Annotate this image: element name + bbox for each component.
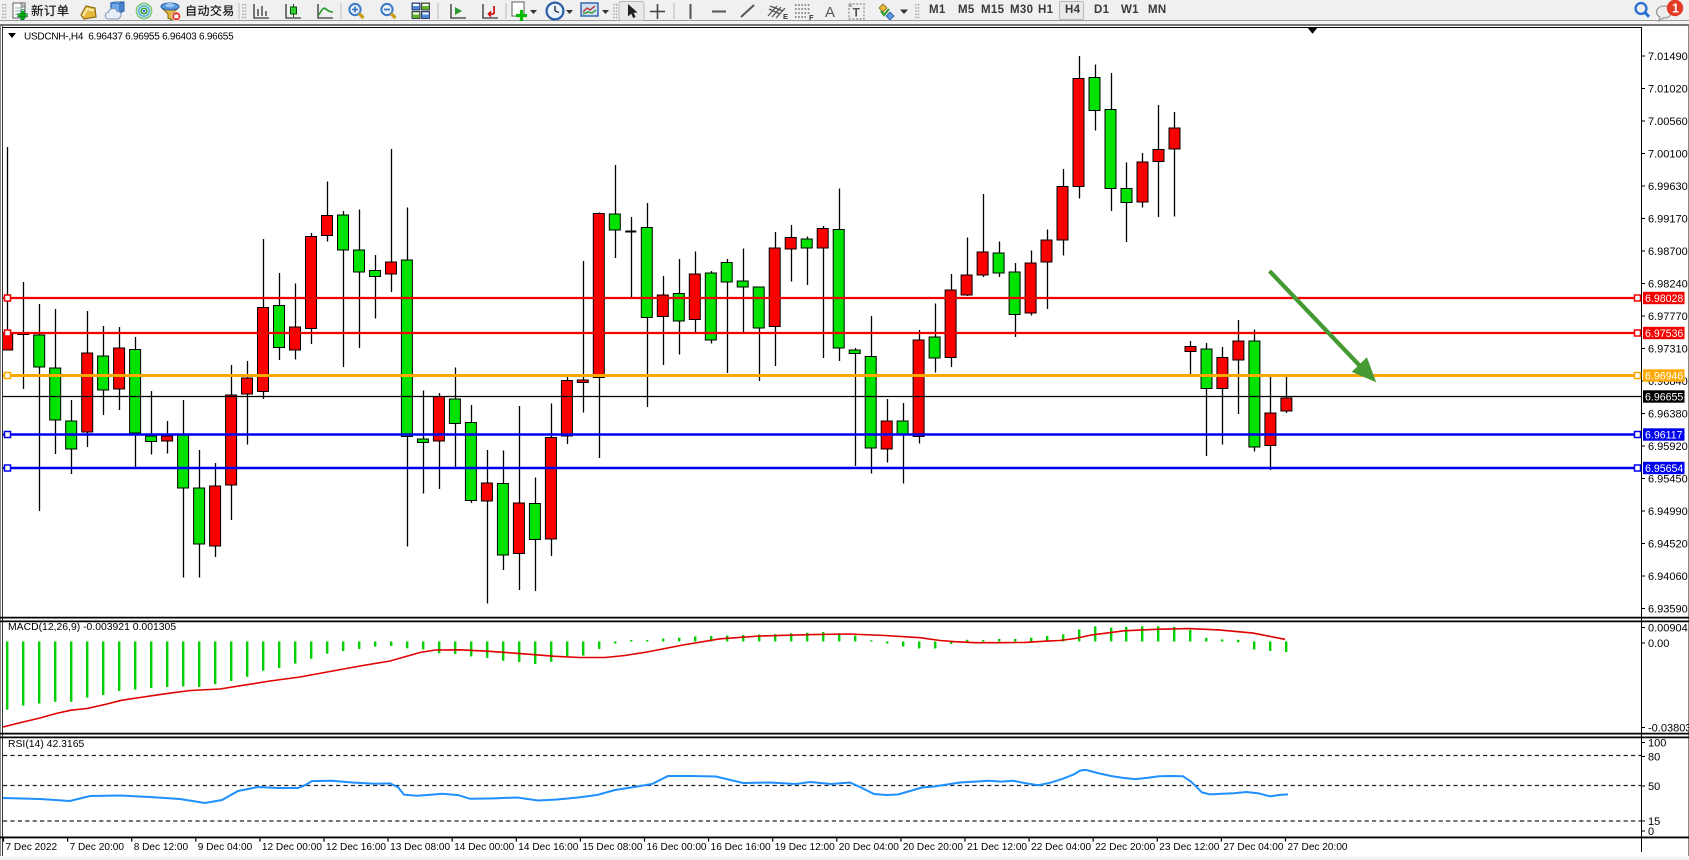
svg-text:0.00: 0.00	[1648, 638, 1669, 650]
svg-text:27 Dec 04:00: 27 Dec 04:00	[1223, 842, 1283, 853]
svg-text:0.00904: 0.00904	[1648, 622, 1688, 634]
svg-text:9 Dec 04:00: 9 Dec 04:00	[198, 842, 253, 853]
svg-text:A: A	[825, 4, 835, 21]
svg-text:6.97536: 6.97536	[1645, 328, 1683, 340]
svg-text:E: E	[783, 12, 788, 21]
svg-text:21 Dec 12:00: 21 Dec 12:00	[967, 842, 1027, 853]
svg-text:6.96117: 6.96117	[1645, 429, 1683, 441]
svg-text:USDCNH-,H4 6.96437 6.96955 6.: USDCNH-,H4 6.96437 6.96955 6.96403 6.966…	[24, 32, 234, 43]
svg-text:6.99630: 6.99630	[1648, 181, 1688, 193]
svg-text:8 Dec 12:00: 8 Dec 12:00	[134, 842, 189, 853]
svg-text:MACD(12,26,9) -0.003921 0.0013: MACD(12,26,9) -0.003921 0.001305	[8, 622, 176, 633]
svg-text:16 Dec 16:00: 16 Dec 16:00	[711, 842, 771, 853]
svg-text:F: F	[809, 13, 814, 22]
svg-text:7.00560: 7.00560	[1648, 116, 1688, 128]
svg-text:6.98240: 6.98240	[1648, 278, 1688, 290]
svg-text:6.95450: 6.95450	[1648, 473, 1688, 485]
svg-text:20 Dec 20:00: 20 Dec 20:00	[903, 842, 963, 853]
svg-text:6.95654: 6.95654	[1645, 463, 1683, 475]
svg-text:6.96380: 6.96380	[1648, 408, 1688, 420]
svg-text:16 Dec 00:00: 16 Dec 00:00	[647, 842, 707, 853]
svg-text:22 Dec 04:00: 22 Dec 04:00	[1031, 842, 1091, 853]
svg-text:6.94060: 6.94060	[1648, 571, 1688, 583]
svg-text:15: 15	[1648, 816, 1660, 828]
svg-text:20 Dec 04:00: 20 Dec 04:00	[839, 842, 899, 853]
svg-text:12 Dec 16:00: 12 Dec 16:00	[326, 842, 386, 853]
svg-text:6.98028: 6.98028	[1645, 293, 1683, 305]
svg-text:6.97770: 6.97770	[1648, 311, 1688, 323]
svg-text:22 Dec 20:00: 22 Dec 20:00	[1095, 842, 1155, 853]
svg-text:6.99170: 6.99170	[1648, 213, 1688, 225]
svg-text:6.96946: 6.96946	[1645, 370, 1683, 382]
svg-text:23 Dec 12:00: 23 Dec 12:00	[1159, 842, 1219, 853]
svg-text:14 Dec 00:00: 14 Dec 00:00	[454, 842, 514, 853]
svg-text:0: 0	[1648, 826, 1654, 838]
svg-text:27 Dec 20:00: 27 Dec 20:00	[1288, 842, 1348, 853]
svg-text:13 Dec 08:00: 13 Dec 08:00	[390, 842, 450, 853]
svg-text:15 Dec 08:00: 15 Dec 08:00	[582, 842, 642, 853]
svg-text:6.97310: 6.97310	[1648, 343, 1688, 355]
svg-text:6.98700: 6.98700	[1648, 246, 1688, 258]
svg-text:80: 80	[1648, 751, 1660, 763]
svg-text:-0.038033: -0.038033	[1648, 722, 1689, 734]
svg-text:7.01490: 7.01490	[1648, 51, 1688, 63]
svg-text:12 Dec 00:00: 12 Dec 00:00	[262, 842, 322, 853]
svg-text:6.94990: 6.94990	[1648, 506, 1688, 518]
svg-text:1: 1	[1672, 2, 1679, 16]
svg-text:6.94520: 6.94520	[1648, 538, 1688, 550]
svg-text:7 Dec 20:00: 7 Dec 20:00	[70, 842, 125, 853]
svg-text:100: 100	[1648, 737, 1666, 749]
svg-text:7.00100: 7.00100	[1648, 148, 1688, 160]
svg-text:6.93590: 6.93590	[1648, 603, 1688, 615]
svg-text:RSI(14) 42.3165: RSI(14) 42.3165	[8, 739, 84, 750]
svg-text:6.95920: 6.95920	[1648, 441, 1688, 453]
svg-text:T: T	[853, 6, 861, 20]
svg-text:7.01020: 7.01020	[1648, 83, 1688, 95]
svg-text:7 Dec 2022: 7 Dec 2022	[6, 842, 58, 853]
svg-text:50: 50	[1648, 781, 1660, 793]
svg-text:19 Dec 12:00: 19 Dec 12:00	[775, 842, 835, 853]
svg-text:14 Dec 16:00: 14 Dec 16:00	[518, 842, 578, 853]
svg-text:6.96655: 6.96655	[1645, 391, 1683, 403]
